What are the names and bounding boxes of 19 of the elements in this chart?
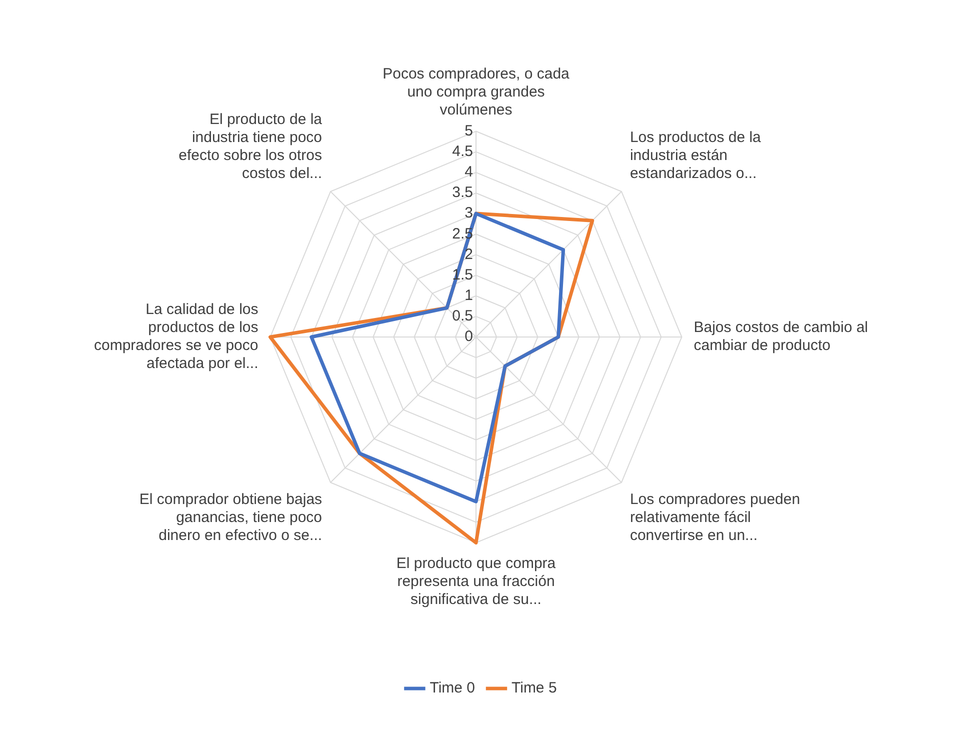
spoke-label: Bajos costos de cambio al cambiar de producto	[694, 319, 868, 354]
y-tick-label: 4.5	[452, 142, 473, 160]
spoke-label: Los productos de la industria están estandarizados o...	[630, 129, 762, 182]
y-tick-label: 0	[464, 328, 473, 346]
spoke-label: El comprador obtiene bajas ganancias, tiene poco dinero en efectivo o se...	[139, 491, 322, 544]
spoke-label: Pocos compradores, o cada uno compra grandes volúmenes	[382, 65, 570, 118]
y-tick-label: 1	[464, 286, 473, 304]
y-tick-label: 4	[464, 164, 473, 181]
legend-label: Time 0	[430, 680, 476, 697]
spoke-label: El producto que compra representa una fracción significativa de su...	[396, 554, 556, 608]
y-tick-label: 3	[464, 204, 473, 222]
legend-label: Time 5	[512, 680, 557, 697]
y-tick-label: 2	[464, 246, 473, 263]
spoke-label: Los compradores pueden relativamente fácil convertirse en un...	[630, 491, 800, 544]
y-tick-label: 0.5	[452, 308, 473, 325]
spoke-label: La calidad de los productos de los compradores se ve poco afectada por el...	[94, 301, 258, 372]
y-tick-label: 5	[464, 122, 473, 140]
spoke-label: El producto de la industria tiene poco efecto sobre los otros costos del...	[178, 111, 323, 182]
y-tick-label: 3.5	[452, 184, 473, 202]
